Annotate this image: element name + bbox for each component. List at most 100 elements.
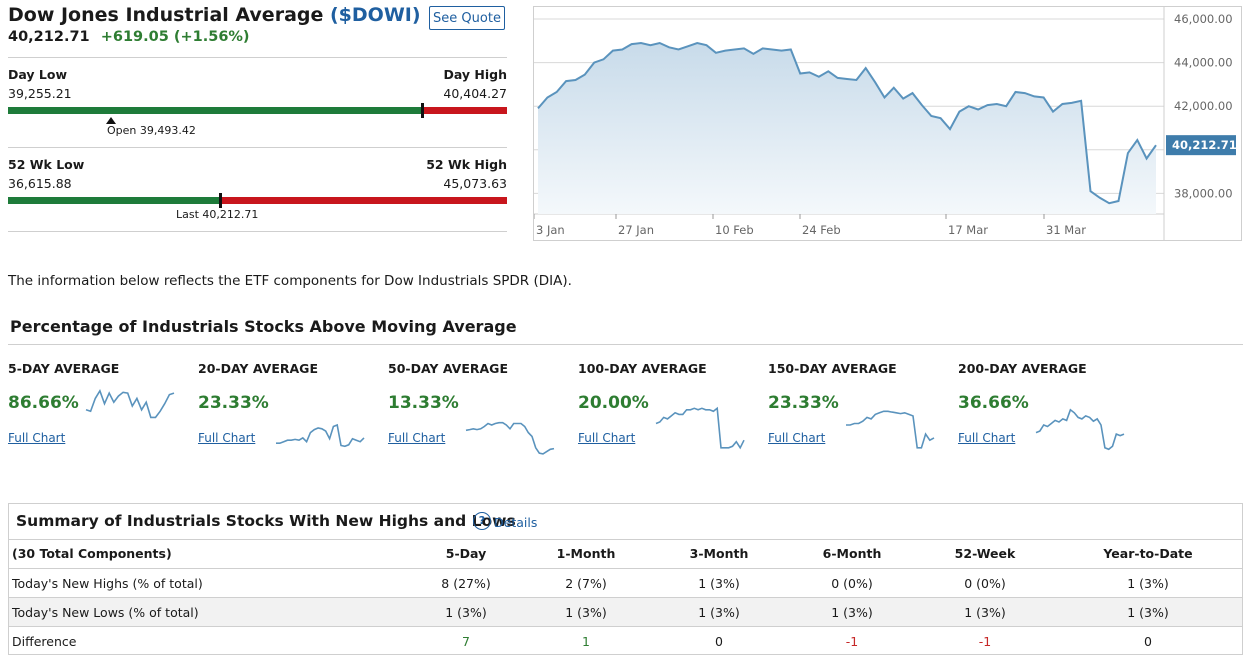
x-tick-label: 10 Feb: [715, 223, 754, 237]
x-tick-label: 24 Feb: [802, 223, 841, 237]
divider: [9, 597, 1242, 598]
ma-sparkline: [85, 388, 175, 419]
day-range-green-segment: [8, 107, 422, 114]
sparkline-path: [465, 421, 555, 455]
summary-title: Summary of Industrials Stocks With New H…: [16, 512, 516, 530]
divider: [8, 344, 1243, 345]
table-cell: -1: [845, 634, 859, 649]
ma-sparkline: [846, 410, 935, 449]
table-cell: 1 (3%): [1127, 605, 1169, 620]
ma-label: 100-DAY AVERAGE: [578, 361, 707, 376]
divider: [9, 626, 1242, 627]
table-cell: 1 (3%): [831, 605, 873, 620]
full-chart-link[interactable]: Full Chart: [578, 431, 636, 445]
table-cell: 1-Month: [556, 546, 616, 561]
y-tick-label: 44,000.00: [1174, 56, 1233, 70]
week52-range-bar: [8, 193, 507, 208]
table-cell: 5-Day: [445, 546, 487, 561]
sparkline-path: [1035, 408, 1125, 451]
week52-high-label: 52 Wk High: [426, 157, 507, 172]
table-cell: 6-Month: [822, 546, 882, 561]
table-cell: Year-to-Date: [1103, 546, 1193, 561]
table-cell: 1 (3%): [445, 605, 487, 620]
table-cell: 2 (7%): [565, 576, 607, 591]
full-chart-link[interactable]: Full Chart: [768, 431, 826, 445]
table-cell: -1: [978, 634, 992, 649]
table-cell: 7: [462, 634, 470, 649]
sparkline-path: [276, 423, 365, 448]
ma-value: 13.33%: [388, 393, 459, 413]
x-tick-label: 3 Jan: [536, 223, 565, 237]
full-chart-link[interactable]: Full Chart: [8, 431, 66, 445]
ma-label: 20-DAY AVERAGE: [198, 361, 318, 376]
price-chart-svg: 46,000.00 44,000.00 42,000.00 38,000.00 40,2…: [534, 7, 1237, 240]
week52-range-current-marker: [219, 193, 222, 208]
price-change: +619.05 (+1.56%): [100, 29, 250, 45]
table-header-row: (30 Total Components) 5-Day 1-Month 3-Month…: [9, 539, 1242, 568]
x-tick-label: 31 Mar: [1046, 223, 1086, 237]
moving-average-title: Percentage of Industrials Stocks Above M…: [10, 317, 517, 336]
see-quote-button[interactable]: See Quote: [429, 6, 505, 30]
x-tick-label: 27 Jan: [618, 223, 654, 237]
row-label: Today's New Lows (% of total): [12, 605, 199, 620]
table-cell: 0: [1144, 634, 1152, 649]
new-highs-row: Today's New Highs (% of total) 8 (27%) 2 (…: [9, 569, 1242, 598]
price-area: [538, 43, 1156, 214]
current-price-label: 40,212.71: [1172, 138, 1237, 152]
row-label: Difference: [12, 634, 77, 649]
row-label: (30 Total Components): [12, 546, 172, 561]
ma-label: 5-DAY AVERAGE: [8, 361, 120, 376]
ma-value: 20.00%: [578, 393, 649, 413]
current-price-tag: [1166, 135, 1236, 156]
difference-row: Difference 7 1 0 -1 -1 0: [9, 627, 1242, 656]
divider: [8, 231, 507, 232]
divider: [8, 147, 507, 148]
row-label: Today's New Highs (% of total): [12, 576, 203, 591]
index-name: Dow Jones Industrial Average: [8, 4, 324, 26]
table-cell: 1 (3%): [964, 605, 1006, 620]
day-range-bar: [8, 103, 507, 118]
full-chart-link[interactable]: Full Chart: [198, 431, 256, 445]
sparkline-path: [655, 406, 745, 450]
full-chart-link[interactable]: Full Chart: [958, 431, 1016, 445]
ma-label: 50-DAY AVERAGE: [388, 361, 508, 376]
price-row: 40,212.71 +619.05 (+1.56%): [8, 29, 250, 45]
full-chart-link[interactable]: Full Chart: [388, 431, 446, 445]
day-high-label: Day High: [443, 67, 507, 82]
index-symbol[interactable]: ($DOWI): [330, 4, 421, 26]
details-link[interactable]: Details: [494, 515, 538, 530]
open-marker-icon: [106, 117, 116, 124]
day-range-red-segment: [422, 107, 507, 114]
week52-low-label: 52 Wk Low: [8, 157, 85, 172]
day-range-current-marker: [421, 103, 424, 118]
table-cell: 1 (3%): [698, 605, 740, 620]
week52-range-green-segment: [8, 197, 220, 204]
price-line: [537, 41, 1157, 205]
ma-value: 23.33%: [768, 393, 839, 413]
table-cell: 3-Month: [689, 546, 749, 561]
table-cell: 8 (27%): [441, 576, 491, 591]
summary-table: [8, 503, 1243, 655]
open-marker-label: Open 39,493.42: [107, 124, 196, 137]
ma-sparkline: [465, 421, 555, 455]
table-cell: 0: [715, 634, 723, 649]
y-tick-label: 42,000.00: [1174, 99, 1233, 113]
divider: [9, 568, 1242, 569]
help-icon[interactable]: ?: [473, 512, 491, 530]
price-chart: 46,000.00 44,000.00 42,000.00 38,000.00 40,2…: [533, 6, 1242, 241]
table-cell: 52-Week: [954, 546, 1016, 561]
day-low-value: 39,255.21: [8, 86, 72, 101]
table-cell: 1 (3%): [565, 605, 607, 620]
last-price-marker-label: Last 40,212.71: [176, 208, 259, 221]
y-tick-label: 46,000.00: [1174, 12, 1233, 26]
last-price: 40,212.71: [8, 29, 90, 45]
table-cell: 1: [582, 634, 590, 649]
new-lows-row: Today's New Lows (% of total) 1 (3%) 1 (3%…: [9, 598, 1242, 627]
ma-label: 200-DAY AVERAGE: [958, 361, 1087, 376]
week52-low-value: 36,615.88: [8, 176, 72, 191]
divider: [9, 539, 1242, 540]
sparkline-path: [85, 388, 175, 419]
y-tick-label: 38,000.00: [1174, 186, 1233, 200]
day-high-value: 40,404.27: [443, 86, 507, 101]
ma-sparkline: [276, 423, 365, 448]
